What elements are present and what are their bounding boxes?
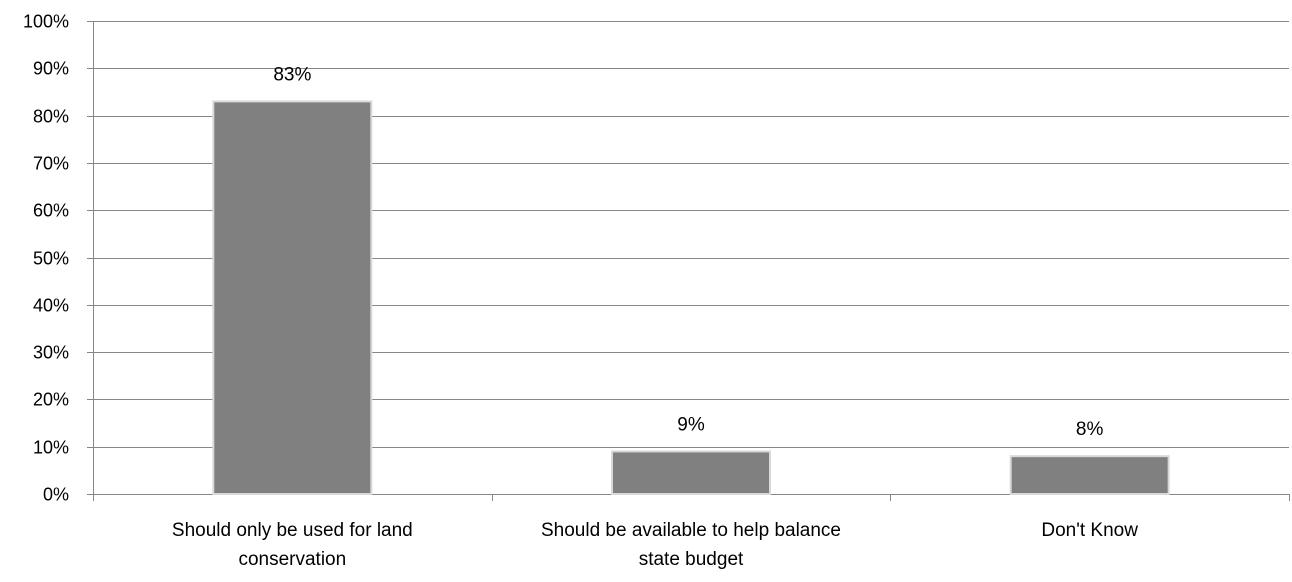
y-tick-label: 50% xyxy=(33,249,69,269)
x-category-label: Should be available to help balance xyxy=(541,520,841,541)
y-tick-label: 60% xyxy=(33,201,69,221)
bar xyxy=(1009,455,1170,496)
data-label: 83% xyxy=(273,64,311,85)
y-tick-label: 100% xyxy=(23,12,69,32)
labels: 0% 10% 20% 30% 40% 50% 60% 70% 80% 90% 100% 83% Shou… xyxy=(23,12,1138,571)
y-tick-label: 80% xyxy=(33,107,69,127)
y-tick-label: 70% xyxy=(33,154,69,174)
bar xyxy=(212,100,373,495)
y-tick-label: 20% xyxy=(33,390,69,410)
y-tick-label: 10% xyxy=(33,438,69,458)
y-tick-label: 0% xyxy=(43,485,69,505)
x-category-label: conservation xyxy=(238,549,346,570)
y-tick-label: 30% xyxy=(33,343,69,363)
x-category-label: state budget xyxy=(639,549,744,570)
y-tick-label: 40% xyxy=(33,296,69,316)
x-category-label: Don't Know xyxy=(1041,520,1138,541)
y-tick-label: 90% xyxy=(33,59,69,79)
bar xyxy=(611,450,771,495)
bars xyxy=(212,100,1170,496)
data-label: 9% xyxy=(677,414,705,435)
x-category-label: Should only be used for land xyxy=(172,520,413,541)
data-label: 8% xyxy=(1076,419,1104,440)
